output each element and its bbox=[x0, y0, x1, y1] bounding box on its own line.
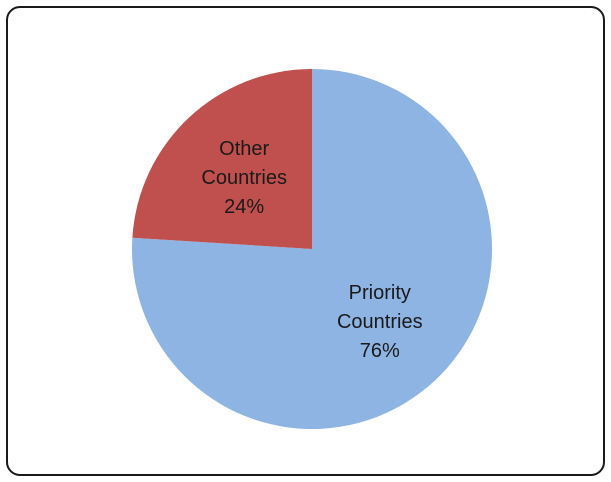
pie-label-priority-countries: Priority Countries 76% bbox=[337, 282, 423, 362]
pie-slice-other-countries bbox=[132, 69, 312, 249]
pie-category-label: Other bbox=[219, 138, 269, 160]
pie-slices bbox=[132, 69, 493, 429]
pie-value-label: 76% bbox=[360, 340, 400, 362]
pie-label-other-countries: Other Countries 24% bbox=[201, 138, 287, 218]
pie-labels: Priority Countries 76% Other Countries 24% bbox=[201, 138, 422, 362]
pie-category-label: Countries bbox=[201, 167, 287, 189]
pie-value-label: 24% bbox=[224, 196, 264, 218]
pie-category-label: Priority bbox=[349, 282, 411, 304]
pie-category-label: Countries bbox=[337, 311, 423, 333]
pie-slice-priority-countries bbox=[132, 69, 493, 429]
